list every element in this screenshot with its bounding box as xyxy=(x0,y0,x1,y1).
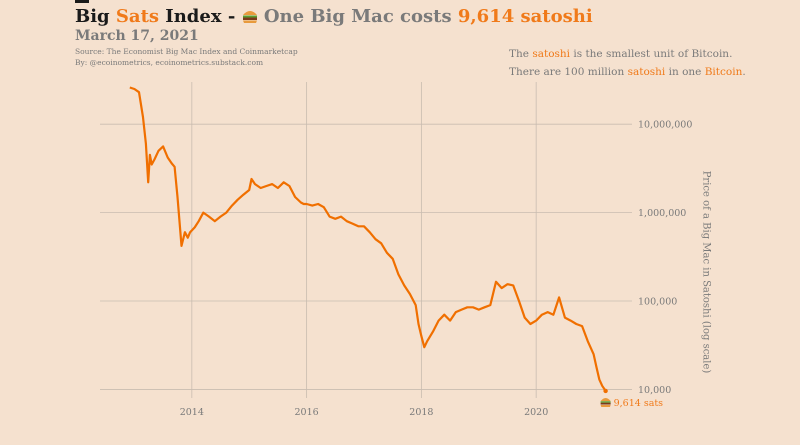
x-tick-label: 2020 xyxy=(524,407,548,418)
note-text: . xyxy=(742,66,746,78)
y-tick-label: 1,000,000 xyxy=(638,208,686,219)
series-end-point xyxy=(603,388,608,394)
source-line: Source: The Economist Big Mac Index and … xyxy=(75,47,298,56)
chart-date: March 17, 2021 xyxy=(75,28,199,44)
end-value-label: 9,614 sats xyxy=(614,398,664,409)
byline: By: @ecoinometrics, ecoinometrics.substa… xyxy=(75,58,264,67)
title-part-big: Big xyxy=(75,6,116,27)
x-tick-label: 2014 xyxy=(180,407,204,418)
title-part-costs: One Big Mac costs xyxy=(257,6,458,27)
burger-icon xyxy=(242,11,257,23)
chart-source: Source: The Economist Big Mac Index and … xyxy=(75,46,298,68)
title-accent-sats: Sats xyxy=(115,6,160,27)
x-tick-label: 2016 xyxy=(295,407,319,418)
title-part-index: Index - xyxy=(159,6,242,27)
note-text: The xyxy=(509,48,533,60)
x-tick-label: 2018 xyxy=(409,407,433,418)
header-accent-bar xyxy=(75,0,89,3)
series-line-big-sats xyxy=(129,86,607,392)
burger-icon xyxy=(600,397,611,407)
note-text: There are 100 million xyxy=(509,66,628,78)
chart-title: Big Sats Index - One Big Mac costs 9,614… xyxy=(75,6,593,27)
satoshi-note: The satoshi is the smallest unit of Bitc… xyxy=(509,45,746,81)
note-line-2: There are 100 million satoshi in one Bit… xyxy=(509,63,746,81)
note-text: is the smallest unit of Bitcoin. xyxy=(570,48,733,60)
y-axis-title: Price of a Big Mac in Satoshi (log scale… xyxy=(700,170,712,374)
y-tick-label: 10,000 xyxy=(638,385,671,396)
note-text: in one xyxy=(665,66,705,78)
y-tick-label: 10,000,000 xyxy=(638,120,692,131)
note-accent: satoshi xyxy=(532,48,571,60)
title-value: 9,614 satoshi xyxy=(457,6,593,27)
note-line-1: The satoshi is the smallest unit of Bitc… xyxy=(509,45,746,63)
y-tick-label: 100,000 xyxy=(638,297,677,308)
note-accent: satoshi xyxy=(627,66,666,78)
note-accent: Bitcoin xyxy=(704,66,743,78)
